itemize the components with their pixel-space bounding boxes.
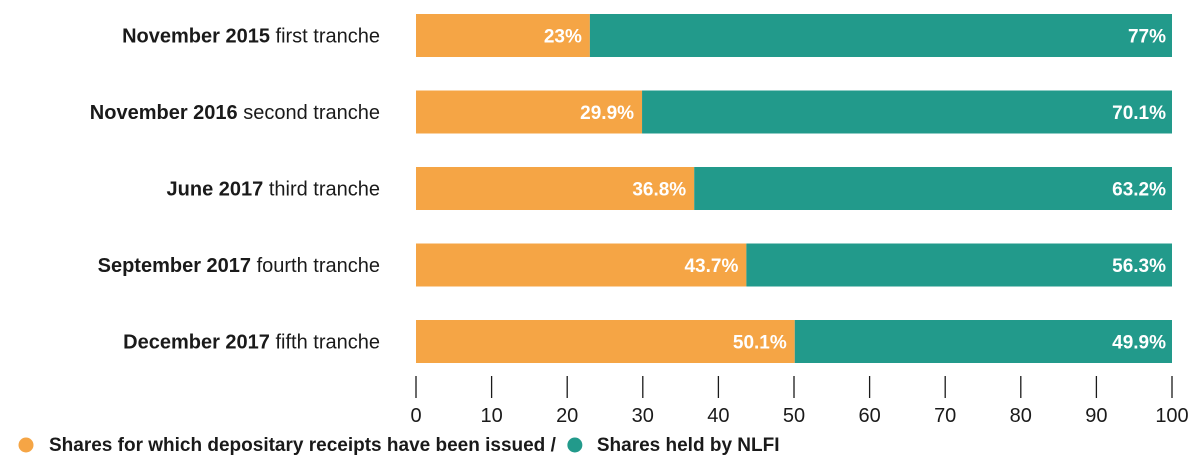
x-tick-label: 40 bbox=[707, 405, 729, 427]
bar-segment-nlfi bbox=[746, 243, 1172, 287]
bar-segment-receipts bbox=[416, 167, 695, 210]
category-label-rest: first tranche bbox=[270, 26, 380, 48]
x-tick-label: 90 bbox=[1085, 405, 1107, 427]
data-label-nlfi: 70.1% bbox=[1112, 103, 1166, 124]
bar-segment-receipts bbox=[416, 243, 747, 287]
data-label-nlfi: 56.3% bbox=[1112, 256, 1166, 277]
data-label-nlfi: 77% bbox=[1128, 27, 1166, 48]
bar-segment-nlfi bbox=[794, 320, 1172, 363]
legend-swatch-receipts bbox=[18, 437, 34, 453]
category-label-rest: second tranche bbox=[238, 102, 380, 124]
category-label-bold: November 2015 bbox=[122, 26, 270, 48]
bar-segment-nlfi bbox=[589, 14, 1172, 57]
data-label-receipts: 29.9% bbox=[580, 103, 634, 124]
category-label-rest: fifth tranche bbox=[270, 332, 380, 354]
x-tick-label: 60 bbox=[858, 405, 880, 427]
data-label-nlfi: 49.9% bbox=[1112, 333, 1166, 354]
category-label: September 2017 fourth tranche bbox=[98, 255, 380, 277]
category-label-bold: June 2017 bbox=[167, 179, 264, 201]
data-label-receipts: 23% bbox=[544, 27, 582, 48]
bar-segment-receipts bbox=[416, 320, 795, 363]
bar-segment-receipts bbox=[416, 90, 643, 134]
x-tick-label: 50 bbox=[783, 405, 805, 427]
data-label-nlfi: 63.2% bbox=[1112, 180, 1166, 201]
data-label-receipts: 36.8% bbox=[632, 180, 686, 201]
bar-segment-nlfi bbox=[642, 90, 1172, 134]
x-tick-label: 70 bbox=[934, 405, 956, 427]
category-label: November 2016 second tranche bbox=[90, 102, 380, 124]
x-tick-label: 10 bbox=[480, 405, 502, 427]
bar-segment-nlfi bbox=[694, 167, 1172, 210]
category-label-bold: September 2017 bbox=[98, 255, 251, 277]
data-label-receipts: 50.1% bbox=[733, 333, 787, 354]
x-tick-label: 100 bbox=[1155, 405, 1188, 427]
category-label-rest: fourth tranche bbox=[251, 255, 380, 277]
x-tick-label: 20 bbox=[556, 405, 578, 427]
x-tick-label: 80 bbox=[1010, 405, 1032, 427]
legend-separator: / bbox=[545, 435, 556, 456]
x-tick-label: 30 bbox=[632, 405, 654, 427]
category-label: December 2017 fifth tranche bbox=[123, 332, 380, 354]
legend-label-line: Shares for which depositary receipts hav… bbox=[49, 435, 557, 456]
bar-segment-receipts bbox=[416, 14, 590, 57]
legend-label-receipts: Shares for which depositary receipts hav… bbox=[49, 435, 545, 456]
x-tick-label: 0 bbox=[410, 405, 421, 427]
legend-label-nlfi: Shares held by NLFI bbox=[597, 435, 780, 456]
category-label: November 2015 first tranche bbox=[122, 26, 380, 48]
category-label-rest: third tranche bbox=[263, 179, 380, 201]
category-label-bold: November 2016 bbox=[90, 102, 238, 124]
category-label: June 2017 third tranche bbox=[167, 179, 380, 201]
data-label-receipts: 43.7% bbox=[684, 256, 738, 277]
category-label-bold: December 2017 bbox=[123, 332, 270, 354]
legend-swatch-nlfi bbox=[567, 437, 583, 453]
